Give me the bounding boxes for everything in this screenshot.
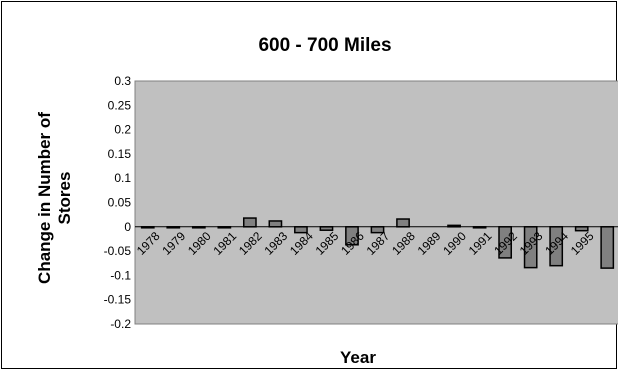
bar — [268, 220, 283, 228]
bar — [242, 217, 257, 228]
bar — [396, 218, 410, 228]
y-tick-label: -0.15 — [104, 293, 132, 307]
y-tick-label: 0.15 — [108, 147, 132, 161]
y-tick-label: 0.05 — [108, 196, 132, 210]
y-tick-label: 0 — [124, 220, 131, 234]
bar — [600, 226, 615, 269]
y-tick-label: 0.3 — [114, 74, 131, 88]
y-tick-label: -0.05 — [104, 244, 132, 258]
bars — [140, 217, 615, 269]
plot-area — [134, 80, 618, 325]
y-tick-label: 0.25 — [108, 98, 132, 112]
y-tick-label: 0.1 — [114, 171, 131, 185]
y-axis-title-line-1: Change in Number of — [35, 112, 54, 284]
y-axis-title-line-2: Stores — [55, 172, 74, 225]
y-tick-label: -0.1 — [110, 268, 131, 282]
chart-title: 600 - 700 Miles — [258, 35, 391, 56]
y-tick-label: 0.2 — [114, 123, 131, 137]
y-axis-ticks: 0.3 0.25 0.2 0.15 0.1 0.05 0 -0.05 -0.1 -0.15 -0.2 — [104, 74, 132, 331]
x-axis-title: Year — [340, 348, 376, 367]
y-tick-label: -0.2 — [110, 317, 131, 331]
y-axis-title: Change in Number of Stores — [35, 112, 74, 284]
